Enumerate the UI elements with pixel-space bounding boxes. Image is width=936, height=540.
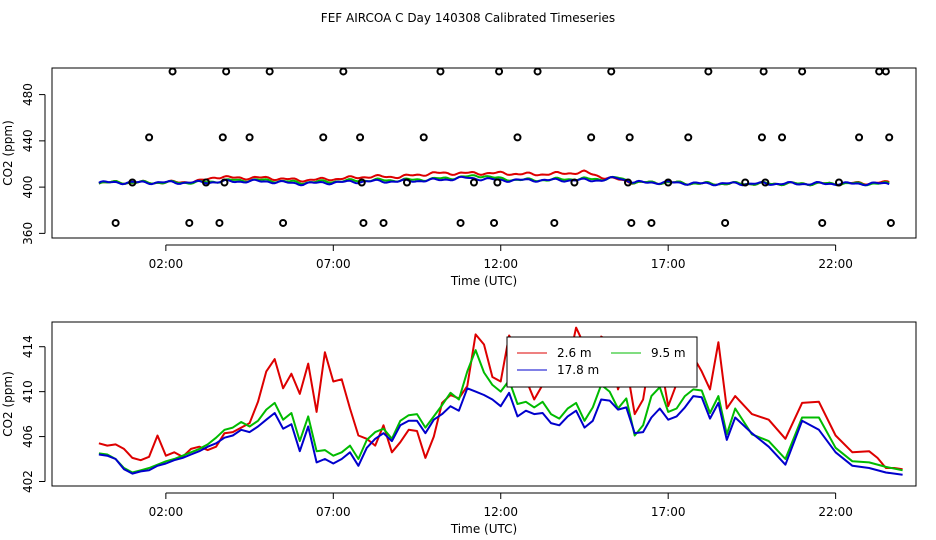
calibration-point bbox=[111, 218, 120, 227]
calibration-point bbox=[757, 133, 766, 142]
y-tick-label: 402 bbox=[21, 470, 35, 493]
y-axis-label: CO2 (ppm) bbox=[1, 120, 15, 186]
calibration-point bbox=[319, 133, 328, 142]
y-tick-label: 414 bbox=[21, 335, 35, 358]
calibration-point bbox=[220, 178, 229, 187]
x-axis: 02:00 07:00 12:00 17:00 22:00 Time (UTC) bbox=[149, 244, 853, 288]
calibration-point bbox=[202, 178, 211, 187]
x-tick-label: 22:00 bbox=[818, 505, 853, 519]
calibration-point bbox=[356, 133, 365, 142]
y-axis-label: CO2 (ppm) bbox=[1, 371, 15, 437]
calibration-point bbox=[587, 133, 596, 142]
calibration-point bbox=[881, 67, 890, 76]
calibration-point bbox=[684, 133, 693, 142]
calibration-point bbox=[607, 67, 616, 76]
x-tick-label: 02:00 bbox=[149, 505, 184, 519]
y-tick-label: 406 bbox=[21, 425, 35, 448]
calibration-point bbox=[493, 178, 502, 187]
calibration-point bbox=[456, 218, 465, 227]
plot-frame bbox=[51, 321, 917, 487]
legend-box bbox=[506, 336, 698, 388]
calibration-point bbox=[339, 67, 348, 76]
calibration-point bbox=[624, 178, 632, 187]
calibration-point bbox=[761, 178, 770, 187]
y-axis: 360 400 440 480 CO2 (ppm) bbox=[1, 83, 46, 245]
calibration-point bbox=[168, 67, 177, 76]
series-line-178m bbox=[98, 175, 890, 187]
series-group bbox=[98, 326, 903, 476]
calibration-point bbox=[664, 178, 673, 187]
x-tick-label: 02:00 bbox=[149, 257, 184, 271]
chart-title: FEF AIRCOA C Day 140308 Calibrated Times… bbox=[321, 11, 615, 25]
y-tick-label: 400 bbox=[21, 176, 35, 199]
calibration-point bbox=[625, 133, 634, 142]
calibration-point bbox=[834, 178, 843, 187]
y-tick-label: 410 bbox=[21, 380, 35, 403]
calibration-point bbox=[513, 133, 522, 142]
y-tick-label: 480 bbox=[21, 83, 35, 106]
calibration-point bbox=[145, 133, 154, 142]
calibration-point bbox=[490, 218, 499, 227]
calibration-point bbox=[875, 67, 884, 76]
calibration-point bbox=[265, 67, 274, 76]
calibration-point bbox=[741, 178, 750, 187]
x-tick-label: 07:00 bbox=[316, 505, 351, 519]
legend-label: 9.5 m bbox=[651, 346, 686, 360]
calibration-point bbox=[818, 218, 827, 227]
calibration-point bbox=[402, 178, 411, 187]
y-tick-label: 360 bbox=[21, 222, 35, 245]
series-line-95m bbox=[98, 349, 903, 474]
x-axis-label: Time (UTC) bbox=[450, 522, 517, 536]
calibration-point bbox=[359, 218, 368, 227]
calibration-point bbox=[550, 218, 559, 227]
x-tick-label: 17:00 bbox=[651, 505, 686, 519]
y-axis: 402 406 410 414 CO2 (ppm) bbox=[1, 335, 46, 493]
calibration-point bbox=[759, 67, 768, 76]
calibration-point bbox=[798, 67, 807, 76]
calibration-point bbox=[778, 133, 787, 142]
series-line-178m bbox=[98, 387, 903, 476]
calibration-point bbox=[721, 218, 730, 227]
x-tick-label: 17:00 bbox=[651, 257, 686, 271]
legend: 2.6 m 17.8 m 9.5 m bbox=[506, 336, 698, 388]
calibration-point bbox=[533, 67, 542, 76]
legend-label: 17.8 m bbox=[557, 363, 599, 377]
calibration-points bbox=[111, 67, 895, 227]
x-tick-label: 07:00 bbox=[316, 257, 351, 271]
calibration-point bbox=[886, 218, 895, 227]
top-panel: 02:00 07:00 12:00 17:00 22:00 Time (UTC) 360 40… bbox=[1, 67, 917, 288]
series-group bbox=[98, 169, 890, 187]
calibration-point bbox=[704, 67, 713, 76]
calibration-point bbox=[128, 178, 137, 187]
calibration-point bbox=[855, 133, 864, 142]
calibration-point bbox=[279, 218, 288, 227]
calibration-point bbox=[436, 67, 445, 76]
calibration-point bbox=[885, 133, 894, 142]
calibration-point bbox=[419, 133, 428, 142]
calibration-point bbox=[215, 218, 224, 227]
calibration-point bbox=[218, 133, 227, 142]
calibration-point bbox=[570, 178, 579, 187]
calibration-point bbox=[469, 178, 478, 187]
x-tick-label: 12:00 bbox=[483, 505, 518, 519]
calibration-point bbox=[495, 67, 504, 76]
calibration-point bbox=[357, 178, 366, 187]
calibration-point bbox=[379, 218, 388, 227]
x-axis-label: Time (UTC) bbox=[450, 274, 517, 288]
plot-frame bbox=[51, 67, 917, 239]
legend-label: 2.6 m bbox=[557, 346, 592, 360]
calibration-point bbox=[222, 67, 231, 76]
calibration-point bbox=[185, 218, 194, 227]
y-tick-label: 440 bbox=[21, 129, 35, 152]
calibration-point bbox=[627, 218, 636, 227]
calibration-point bbox=[647, 218, 656, 227]
x-axis: 02:00 07:00 12:00 17:00 22:00 Time (UTC) bbox=[149, 492, 853, 536]
calibration-point bbox=[245, 133, 254, 142]
series-line-26m bbox=[98, 326, 903, 471]
x-tick-label: 12:00 bbox=[483, 257, 518, 271]
x-tick-label: 22:00 bbox=[818, 257, 853, 271]
